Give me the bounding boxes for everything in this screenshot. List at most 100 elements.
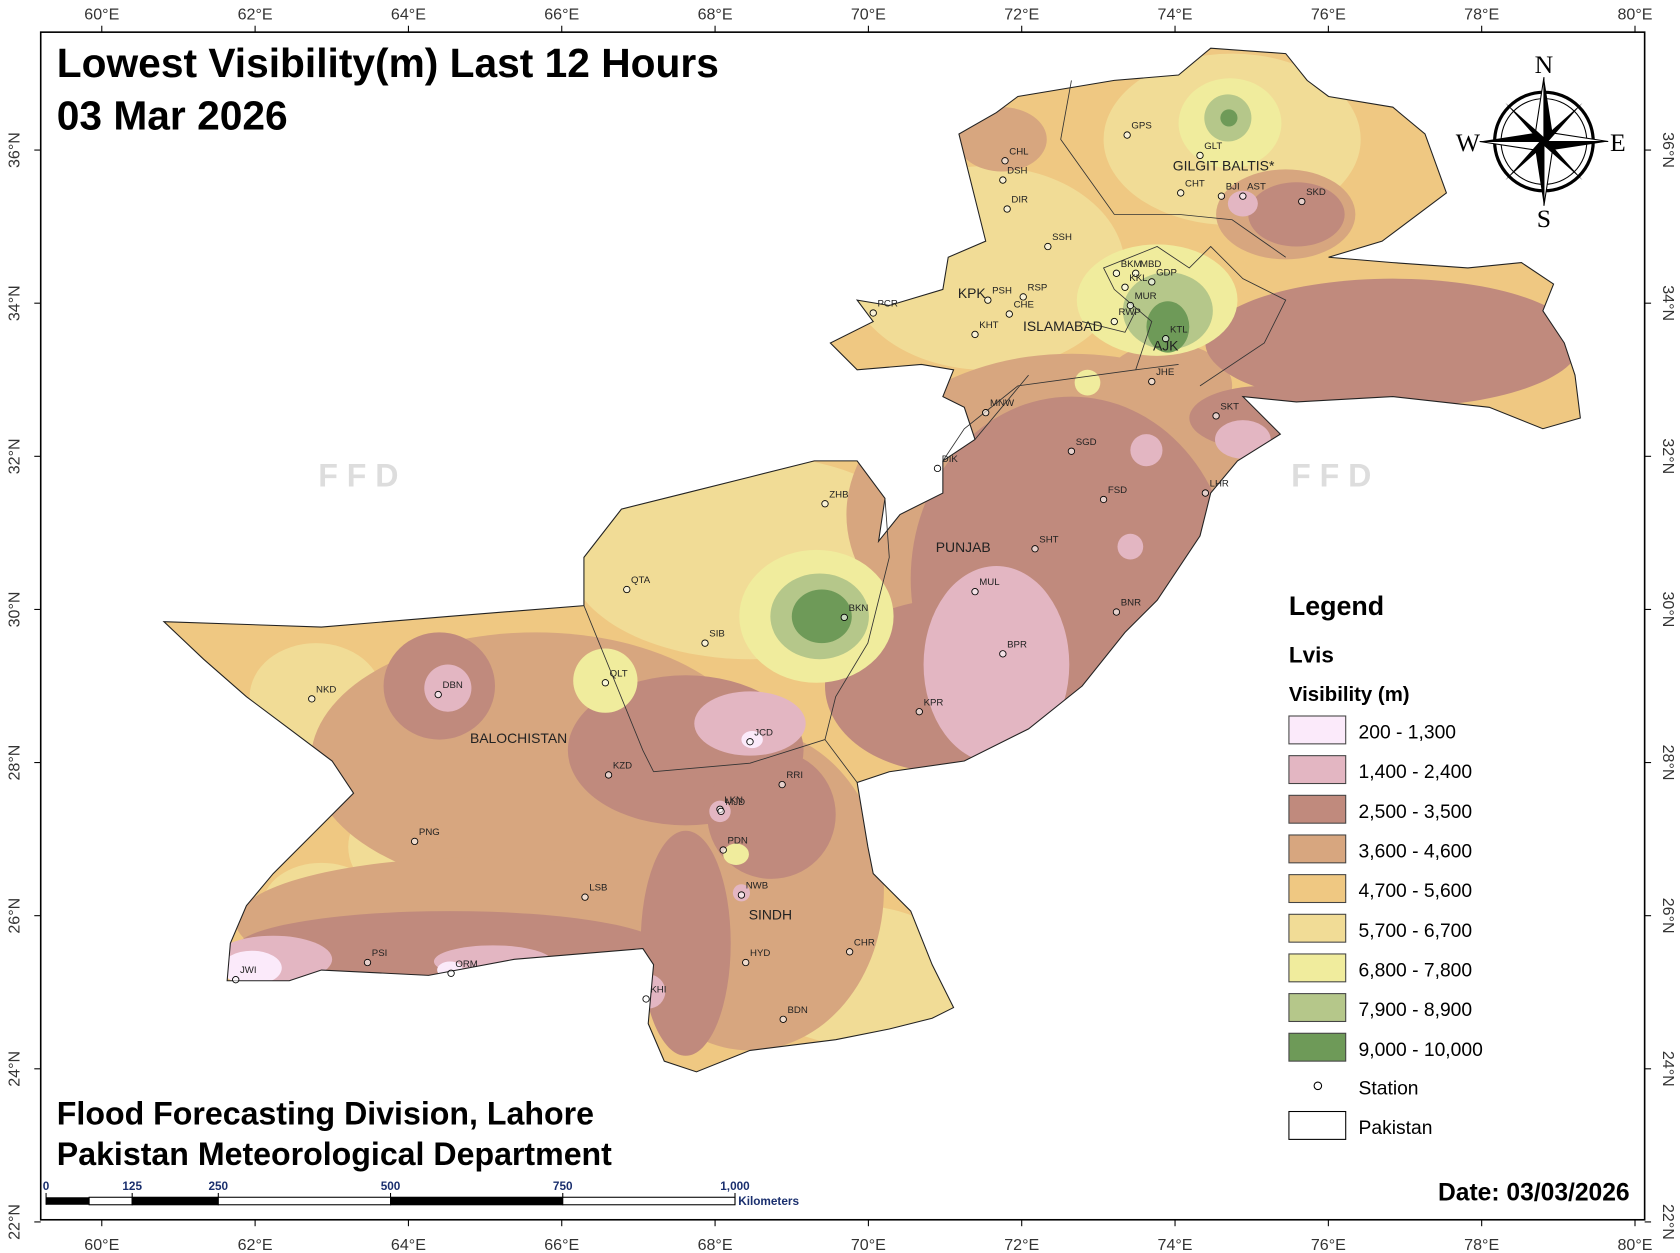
scale-label: 0 (43, 1180, 50, 1193)
station-marker (1123, 131, 1131, 139)
legend-station: Station (1359, 1078, 1419, 1099)
lat-label: 24°N (1659, 1051, 1677, 1087)
legend-swatch (1288, 874, 1347, 904)
station-label: FSD (1108, 485, 1127, 496)
scale-segment (88, 1196, 133, 1206)
legend-class-label: 3,600 - 4,600 (1359, 841, 1473, 862)
lon-label: 66°E (544, 5, 579, 23)
station-label: KKL (1129, 273, 1148, 284)
station-marker (779, 1015, 787, 1023)
station-marker (821, 500, 829, 508)
surface-zone (424, 664, 472, 712)
lat-label: 28°N (5, 745, 23, 781)
station-marker (1126, 301, 1134, 310)
station-label: ZHB (829, 489, 848, 500)
station-label: AST (1247, 182, 1266, 193)
station-marker (778, 780, 786, 789)
station-label: KTL (1170, 324, 1188, 335)
station-label: JWI (240, 965, 257, 976)
station-label: SKT (1220, 401, 1239, 412)
legend-layer: Lvis (1289, 642, 1334, 667)
surface-zone (1074, 369, 1101, 396)
legend-swatch (1288, 755, 1347, 785)
lon-label: 64°E (391, 1236, 426, 1253)
lon-label: 60°E (84, 5, 119, 23)
station-label: RSP (1028, 282, 1048, 293)
lon-label: 72°E (1004, 1236, 1039, 1253)
region-label: GILGIT BALTIS* (1173, 157, 1275, 173)
surface-zone (956, 107, 1047, 172)
compass-south: S (1537, 204, 1551, 233)
legend-title: Legend (1289, 591, 1384, 621)
station-label: NWB (746, 881, 768, 892)
station-marker (869, 309, 877, 317)
legend-class-label: 2,500 - 3,500 (1359, 802, 1473, 823)
legend-class-label: 6,800 - 7,800 (1359, 960, 1473, 981)
lon-label: 74°E (1158, 5, 1193, 23)
lon-label: 68°E (698, 1236, 733, 1253)
station-marker (308, 695, 316, 703)
station-marker (746, 738, 754, 746)
scale-label: 1,000 (720, 1180, 750, 1193)
scale-segment (217, 1196, 392, 1206)
station-label: MNW (990, 398, 1015, 409)
compass-north: N (1535, 50, 1554, 79)
station-label: RWP (1119, 307, 1141, 318)
region-labels: GILGIT BALTIS* KPK ISLAMABAD AJK PUNJAB BALOC… (470, 157, 1275, 922)
station-marker (1177, 189, 1185, 197)
surface-zone (1220, 109, 1238, 127)
station-label: MUR (1135, 291, 1157, 302)
station-label: DSH (1007, 166, 1027, 177)
lat-label: 36°N (1659, 132, 1677, 168)
station-label: RRI (786, 770, 803, 781)
surface-zone (1248, 182, 1345, 247)
station-label: LKN (724, 795, 743, 806)
station-marker (232, 976, 240, 984)
station-marker (971, 588, 979, 596)
surface-zone (723, 843, 749, 865)
surface-zone (1130, 434, 1163, 467)
station-label: BKN (849, 603, 869, 614)
lat-label: 34°N (5, 285, 23, 321)
station-label: SGD (1076, 437, 1097, 448)
watermark: F F D (1291, 458, 1371, 494)
region-label: PUNJAB (936, 539, 991, 555)
station-marker (447, 969, 455, 977)
lon-label: 72°E (1004, 5, 1039, 23)
station-label: BKM (1121, 259, 1142, 270)
compass: N E S W (1456, 50, 1626, 233)
station-label: CHT (1185, 179, 1205, 190)
station-marker (933, 464, 942, 473)
station-label: SIB (709, 629, 725, 640)
lat-label: 30°N (1659, 591, 1677, 627)
station-label: JHE (1156, 367, 1174, 378)
lon-label: 80°E (1617, 5, 1652, 23)
lon-label: 64°E (391, 5, 426, 23)
station-label: LHR (1210, 479, 1229, 490)
station-label: GLT (1204, 141, 1222, 152)
lat-label: 34°N (1659, 285, 1677, 321)
lon-label: 66°E (544, 1236, 579, 1253)
station-marker (581, 893, 589, 901)
lon-label: 74°E (1158, 1236, 1193, 1253)
scale-label: 125 (122, 1180, 142, 1193)
lon-label: 62°E (238, 1236, 273, 1253)
lon-label: 78°E (1464, 1236, 1499, 1253)
station-marker (1112, 269, 1121, 277)
graticule: 60°E 60°E 62°E 62°E 64°E 64°E 66°E 66°E 68°E 68°E… (5, 5, 1677, 1253)
station-label: GDP (1156, 267, 1177, 278)
station-label: QTA (631, 575, 651, 586)
station-label: PSI (372, 948, 388, 959)
map-frame (39, 31, 1646, 1221)
station-marker (737, 891, 746, 899)
station-label: SHT (1039, 534, 1058, 545)
station-marker (1212, 412, 1220, 420)
station-marker (840, 613, 848, 622)
station-marker (915, 708, 923, 716)
station-label: PDN (728, 836, 748, 847)
region-label: BALOCHISTAN (470, 730, 567, 746)
legend-class-label: 1,400 - 2,400 (1359, 762, 1473, 783)
station-marker (363, 958, 372, 967)
station-marker (999, 176, 1007, 184)
